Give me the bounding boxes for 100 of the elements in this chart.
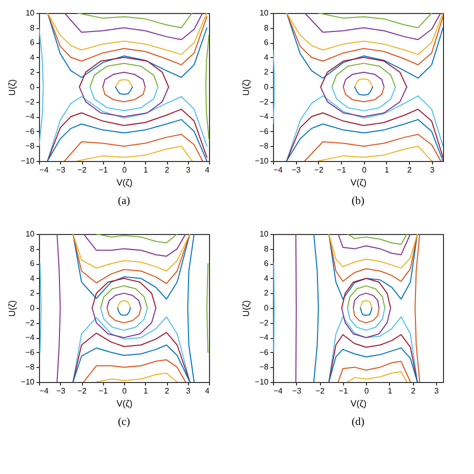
x-tick-label: 1 — [384, 166, 390, 174]
line-series — [92, 308, 156, 338]
y-tick-label: 6 — [30, 38, 36, 48]
y-axis-title: U(ζ) — [240, 300, 251, 317]
line-series — [56, 234, 61, 382]
line-series — [205, 34, 209, 140]
text: (b) — [352, 195, 365, 207]
line-series — [76, 146, 192, 161]
line-series — [90, 86, 158, 112]
x-tick-label: 3 — [430, 166, 435, 174]
y-tick-label: −4 — [259, 112, 270, 122]
y-tick-label: −6 — [25, 348, 36, 357]
line-series — [320, 56, 408, 88]
line-series — [286, 119, 443, 161]
x-tick-label: −3 — [56, 386, 66, 396]
x-tick-label: −3 — [56, 166, 66, 174]
text: (c) — [118, 416, 130, 428]
y-tick-label: 6 — [264, 259, 270, 268]
y-tick-label: 2 — [30, 68, 36, 77]
line-series — [304, 13, 442, 40]
line-series — [352, 308, 380, 324]
y-tick-label: 0 — [30, 304, 36, 312]
line-series — [286, 13, 443, 66]
y-tick-label: 2 — [30, 288, 36, 298]
x-tick-label: −2 — [314, 166, 324, 174]
x-tick-label: −4 — [40, 386, 50, 396]
line-series — [328, 316, 418, 382]
x-tick-label: 2 — [164, 386, 170, 396]
y-tick-label: 10 — [26, 230, 36, 238]
line-series — [117, 308, 131, 316]
line-series — [354, 86, 374, 96]
y-tick-label: −8 — [259, 142, 270, 151]
line-series — [286, 13, 443, 55]
line-series — [187, 234, 195, 382]
y-tick-label: 2 — [264, 288, 270, 298]
y-tick-label: −6 — [259, 348, 270, 357]
x-tick-label: −3 — [292, 166, 302, 174]
x-tick-label: 3 — [186, 386, 192, 396]
x-tick-label: −1 — [98, 166, 108, 174]
line-series — [341, 308, 392, 338]
line-series — [286, 13, 443, 79]
y-tick-label: 8 — [30, 23, 36, 32]
line-series — [338, 234, 411, 256]
line-series — [318, 13, 432, 28]
line-series — [342, 86, 385, 102]
y-tick-label: −6 — [259, 126, 270, 136]
line-series — [72, 234, 190, 272]
y-tick-label: −10 — [20, 378, 36, 386]
y-tick-label: 0 — [264, 82, 270, 92]
x-tick-label: 0 — [122, 166, 128, 174]
y-tick-label: 10 — [260, 230, 270, 238]
x-axis-title: V(ζ) — [350, 178, 366, 188]
line-series — [83, 234, 186, 257]
line-series — [64, 134, 204, 161]
x-tick-label: 4 — [205, 386, 210, 396]
x-tick-label: 0 — [362, 166, 367, 174]
x-tick-label: −2 — [77, 386, 88, 396]
line-series — [78, 56, 170, 88]
line-series — [318, 146, 432, 161]
x-tick-label: −1 — [338, 386, 348, 396]
text: (a) — [118, 195, 130, 207]
line-series — [92, 278, 156, 308]
line-series — [47, 108, 208, 161]
line-series — [90, 62, 158, 88]
x-tick-label: 2 — [411, 386, 416, 396]
line-series — [347, 308, 386, 331]
line-series — [328, 334, 418, 382]
line-series — [360, 308, 372, 316]
line-series — [286, 95, 443, 161]
x-axis-title: V(ζ) — [350, 398, 366, 408]
y-axis-title: U(ζ) — [240, 79, 251, 96]
line-series — [328, 234, 418, 269]
y-tick-label: −10 — [254, 378, 270, 386]
x-tick-label: 1 — [388, 386, 393, 396]
line-series — [117, 300, 131, 308]
x-tick-label: −2 — [77, 166, 88, 174]
line-series — [76, 13, 192, 28]
line-series — [102, 72, 146, 88]
line-series — [115, 86, 133, 95]
y-tick-label: 0 — [30, 82, 36, 92]
y-tick-label: −2 — [259, 97, 270, 106]
y-tick-label: −10 — [20, 156, 36, 166]
line-series — [286, 108, 443, 161]
y-tick-label: 4 — [30, 274, 36, 283]
line-series — [328, 347, 418, 382]
line-series — [47, 13, 208, 78]
line-series — [47, 119, 208, 161]
line-series — [72, 234, 190, 300]
x-tick-label: 1 — [144, 386, 149, 396]
line-series — [96, 372, 178, 382]
line-series — [72, 316, 190, 382]
y-tick-label: −4 — [25, 112, 36, 122]
line-series — [64, 13, 204, 40]
y-tick-label: 4 — [30, 52, 36, 62]
line-series — [96, 234, 178, 244]
line-series — [360, 300, 372, 308]
y-tick-label: 0 — [264, 304, 270, 312]
line-series — [47, 96, 208, 161]
x-axis-title: V(ζ) — [116, 178, 132, 188]
line-series — [338, 360, 411, 382]
